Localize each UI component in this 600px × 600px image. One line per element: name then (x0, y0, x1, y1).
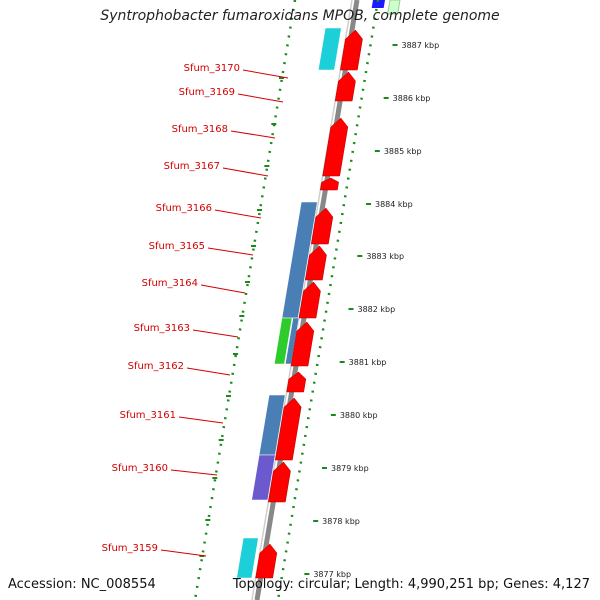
gene-label: Sfum_3168 (172, 124, 228, 135)
gene-arrow (305, 245, 327, 281)
gene-label: Sfum_3160 (112, 463, 168, 474)
kbp-label: 3881 kbp (349, 358, 387, 367)
gene-label-leader (170, 469, 218, 476)
gene-arrow (290, 321, 315, 367)
genome-title: Syntrophobacter fumaroxidans MPOB, compl… (100, 8, 500, 24)
kbp-label: 3880 kbp (340, 411, 378, 420)
gene-label: Sfum_3159 (102, 543, 158, 554)
genome-summary-text: Topology: circular; Length: 4,990,251 bp… (232, 577, 590, 592)
purple-feature-block (251, 454, 276, 501)
kbp-label: 3885 kbp (384, 147, 422, 156)
gene-label-leader (214, 209, 262, 219)
gene-arrow (298, 281, 321, 319)
gene-label-leader (186, 367, 231, 376)
gene-label: Sfum_3163 (134, 323, 190, 334)
gene-label-leader (192, 329, 239, 338)
top-blue-block (371, 0, 385, 8)
gene-label-leader (230, 130, 276, 139)
gene-arrow (255, 543, 278, 579)
gene-arrow (334, 71, 356, 102)
kbp-label: 3879 kbp (331, 464, 369, 473)
gene-label-leader (237, 93, 284, 103)
gene-arrow (320, 177, 339, 191)
gene-label: Sfum_3165 (149, 241, 205, 252)
gene-label: Sfum_3167 (164, 161, 220, 172)
gene-label-leader (242, 69, 289, 79)
gene-arrow (322, 117, 349, 177)
kbp-label: 3887 kbp (402, 41, 440, 50)
gene-arrow (286, 371, 307, 393)
gene-arrow (268, 461, 291, 503)
gene-arrow (275, 397, 302, 461)
gene-arrow (340, 29, 363, 71)
gene-label: Sfum_3166 (156, 203, 212, 214)
gene-label-leader (178, 416, 224, 424)
gene-label-leader (207, 247, 254, 256)
kbp-label: 3882 kbp (358, 305, 396, 314)
gene-label-leader (222, 167, 269, 177)
kbp-label: 3878 kbp (322, 517, 360, 526)
top-green-block (387, 0, 401, 15)
gene-label: Sfum_3162 (128, 361, 184, 372)
accession-text: Accession: NC_008554 (8, 577, 156, 592)
gene-label: Sfum_3164 (142, 278, 198, 289)
cyan-feature-block (236, 537, 259, 579)
kbp-label: 3883 kbp (366, 252, 404, 261)
kbp-label: 3886 kbp (393, 94, 431, 103)
gene-label-leader (160, 549, 207, 557)
gene-arrow (311, 207, 334, 245)
gene-label: Sfum_3161 (120, 410, 176, 421)
kbp-label: 3884 kbp (375, 200, 413, 209)
green-feature-block (274, 317, 293, 365)
gene-label-leader (200, 284, 246, 294)
cyan-feature-block (318, 27, 342, 71)
gene-label: Sfum_3170 (184, 63, 240, 74)
gene-label: Sfum_3169 (179, 87, 235, 98)
kbp-label: 3877 kbp (313, 570, 351, 579)
